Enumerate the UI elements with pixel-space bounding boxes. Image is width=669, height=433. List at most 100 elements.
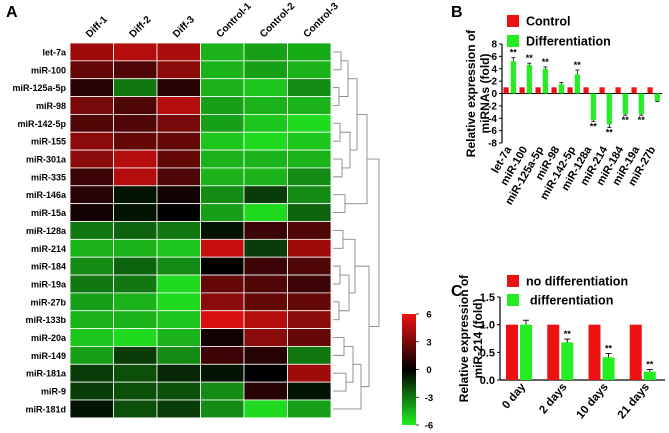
heatmap-cell — [243, 149, 288, 169]
bar-differentiation — [590, 93, 596, 121]
y-tick-label-b: 8 — [491, 40, 497, 51]
bar-differentiation — [622, 93, 628, 114]
heatmap-row-label: miR-27b — [30, 297, 66, 307]
scale-tick-label: -6 — [425, 421, 433, 432]
scale-tick-label: -3 — [425, 393, 433, 404]
y-tick-label-b: 0 — [491, 89, 497, 100]
heatmap-cell — [287, 363, 332, 383]
heatmap-cell — [200, 381, 245, 401]
heatmap-cell — [243, 310, 288, 330]
heatmap-cell — [156, 346, 201, 365]
heatmap-cell — [287, 221, 332, 240]
legend-swatch-control — [507, 15, 519, 27]
bar-control — [615, 87, 621, 94]
heatmap-cell — [69, 221, 114, 240]
heatmap-cell — [243, 78, 288, 97]
dendrogram-link — [345, 113, 368, 205]
bar-differentiation-c — [520, 324, 532, 380]
heatmap-row-label: miR-146a — [26, 190, 67, 200]
bar-differentiation — [542, 68, 548, 94]
heatmap-cell — [287, 346, 332, 365]
heatmap-cell — [69, 42, 114, 62]
bar-control — [519, 87, 525, 94]
heatmap-row-label: miR-9 — [41, 387, 66, 397]
heatmap-cell — [69, 185, 114, 205]
heatmap-cell — [243, 114, 288, 133]
panel-b-letter: B — [451, 4, 463, 21]
bar-differentiation — [510, 61, 516, 94]
dendrogram-link — [339, 60, 349, 97]
y-tick-label-c: 1.5 — [480, 292, 495, 304]
y-axis-label-c-line: Relative expression of — [457, 274, 471, 402]
heatmap-cell — [113, 114, 158, 133]
dendrogram-link — [333, 229, 344, 249]
y-tick-label-c: 0.5 — [480, 347, 495, 359]
y-axis-label-c-line: miR-214 (fold) — [471, 298, 485, 378]
y-tick-label-b: 4 — [491, 64, 497, 75]
y-tick-label-b: 6 — [491, 52, 497, 63]
heatmap-cell — [156, 167, 201, 187]
heatmap-cell — [200, 78, 245, 97]
heatmap-cell — [287, 42, 332, 62]
significance-b: ** — [590, 121, 598, 131]
heatmap-cell — [69, 60, 114, 80]
heatmap-cell — [243, 363, 288, 383]
y-axis-label-b: Relative expression ofmiRNAs (fold) — [464, 29, 492, 157]
heatmap-cell — [69, 381, 114, 401]
heatmap-cell — [69, 167, 114, 187]
heatmap-cell — [243, 60, 288, 80]
heatmap-cell — [243, 185, 288, 205]
heatmap-row-label: miR-184 — [31, 262, 66, 272]
heatmap-row-label: miR-181a — [26, 369, 67, 379]
heatmap-cell — [243, 131, 288, 151]
heatmap-cell — [200, 292, 245, 312]
heatmap-cell — [200, 42, 245, 62]
heatmap-column-label: Diff-3 — [171, 14, 197, 40]
bar-no-differentiation — [629, 324, 642, 380]
heatmap-cell — [156, 310, 201, 330]
heatmap-cell — [69, 96, 114, 115]
heatmap-column-label: Diff-1 — [84, 14, 110, 40]
heatmap-cell — [287, 274, 332, 294]
heatmap-cell — [200, 256, 245, 276]
heatmap-cell — [156, 292, 201, 312]
dendrogram-link — [333, 363, 362, 410]
heatmap-cell — [113, 363, 158, 383]
bar-no-differentiation — [588, 324, 601, 380]
heatmap-cell — [243, 203, 288, 222]
dendrogram-link — [333, 87, 340, 106]
heatmap-cell — [156, 238, 201, 258]
y-tick-label-c: 1.0 — [480, 320, 495, 332]
heatmap-cell — [287, 60, 332, 80]
dendrogram-link — [333, 337, 345, 356]
significance-b: ** — [638, 115, 646, 125]
heatmap-cell — [243, 96, 288, 115]
heatmap-row-label: miR-335 — [31, 172, 66, 182]
heatmap-cell — [113, 131, 158, 151]
heatmap-cell — [113, 256, 158, 276]
heatmap-cell — [113, 328, 158, 347]
heatmap-cell — [113, 292, 158, 312]
heatmap-cell — [156, 399, 201, 419]
heatmap-cell — [156, 221, 201, 240]
panel-a-letter: A — [6, 4, 18, 21]
heatmap-cell — [69, 274, 114, 294]
heatmap-cell — [113, 346, 158, 365]
heatmap-cell — [243, 399, 288, 419]
heatmap-cell — [287, 185, 332, 205]
significance-c: ** — [605, 343, 613, 353]
dendrogram-link — [333, 301, 340, 321]
dendrogram-link — [333, 122, 341, 142]
heatmap-cell — [243, 292, 288, 312]
heatmap-cell — [200, 399, 245, 419]
dendrogram-link — [333, 265, 341, 285]
dendrogram-link — [340, 131, 351, 169]
dendrogram-link — [344, 346, 354, 383]
heatmap-cell — [113, 185, 158, 205]
heatmap-cell — [113, 399, 158, 419]
bar-control — [599, 87, 605, 94]
x-tick-label-c: 10 days — [574, 381, 610, 421]
significance-b: ** — [526, 53, 534, 63]
heatmap-cell — [156, 96, 201, 115]
heatmap-cell — [287, 149, 332, 169]
